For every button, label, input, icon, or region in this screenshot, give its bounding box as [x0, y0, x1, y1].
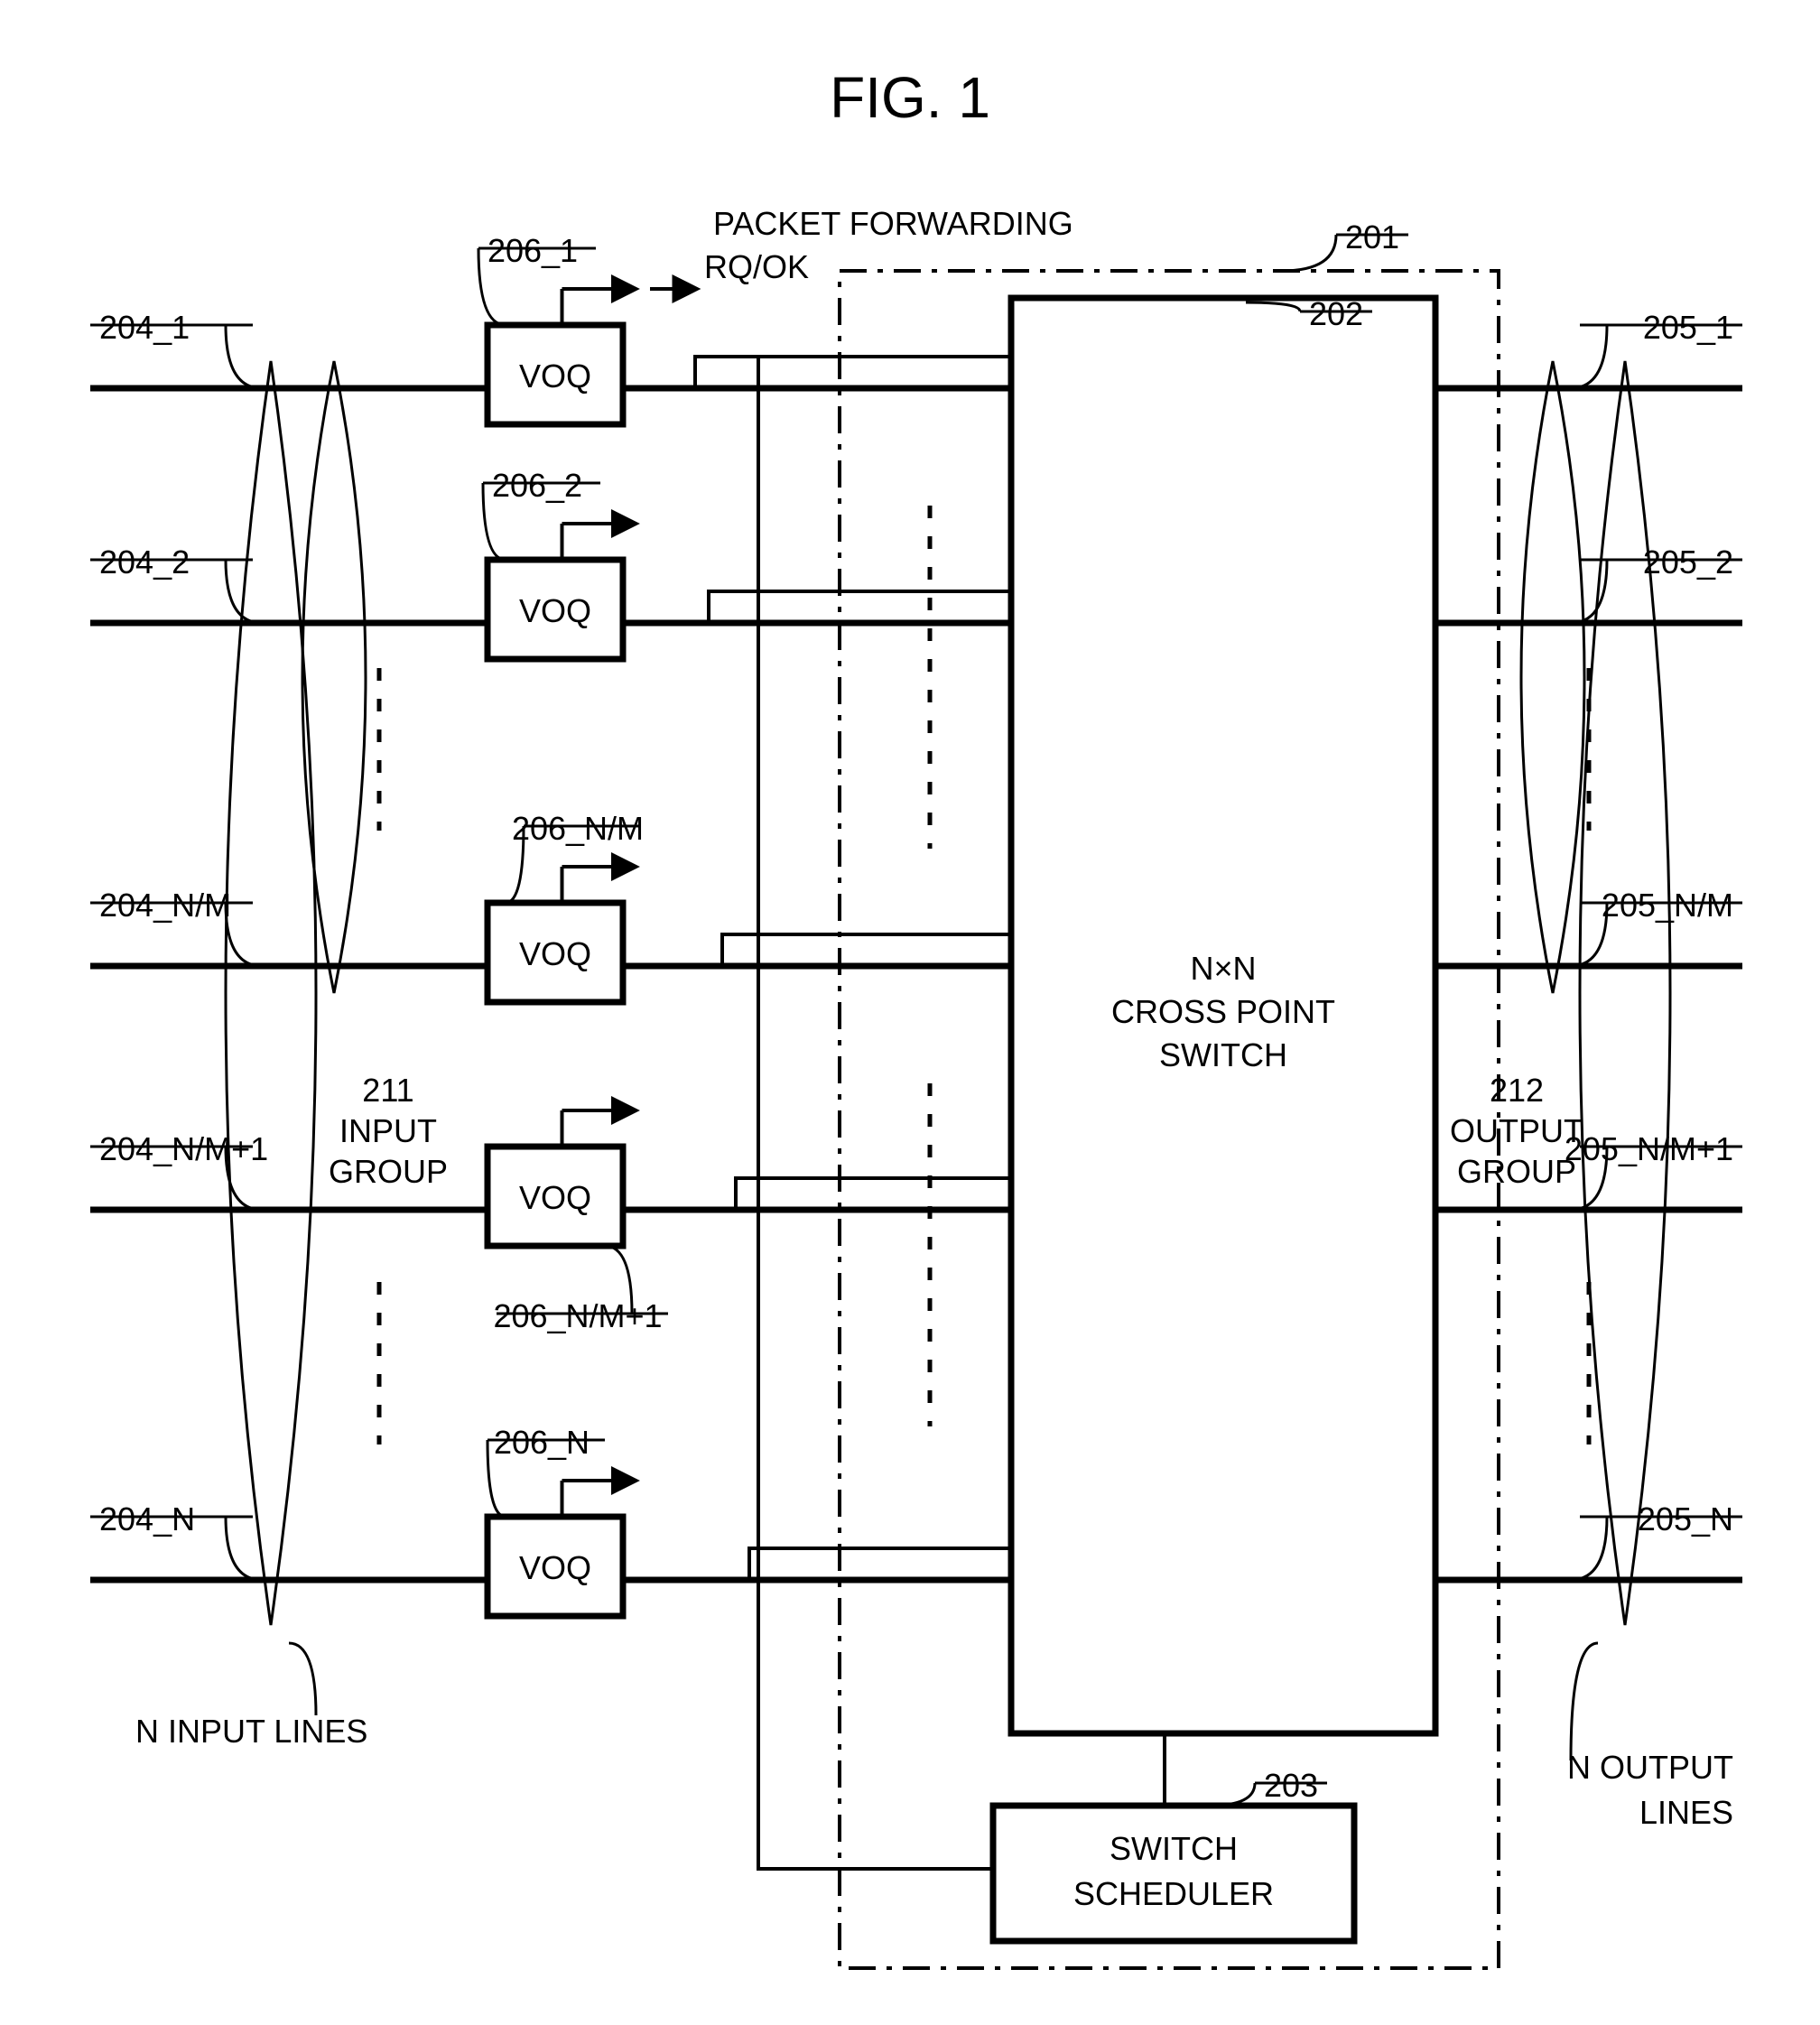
rq-ok-label: RQ/OK	[704, 248, 809, 285]
ref-206_2: 206_2	[492, 467, 582, 504]
input-group-l1: INPUT	[339, 1112, 437, 1149]
voq-label: VOQ	[519, 1549, 591, 1586]
scheduler-label-2: SCHEDULER	[1073, 1875, 1274, 1912]
packet-forwarding-label: PACKET FORWARDING	[713, 205, 1073, 242]
ref-204_N/M+1: 204_N/M+1	[99, 1130, 268, 1167]
input-group-l2: GROUP	[329, 1153, 448, 1190]
n-output-lines-1: N OUTPUT	[1567, 1749, 1733, 1786]
switch-label-2: CROSS POINT	[1111, 993, 1335, 1030]
switch-scheduler	[993, 1806, 1354, 1941]
output-group-l1: OUTPUT	[1450, 1112, 1583, 1149]
ref-205_2: 205_2	[1643, 543, 1733, 581]
ref-206_N: 206_N	[494, 1424, 590, 1461]
voq-to-switch	[623, 934, 1011, 966]
ref-201: 201	[1345, 218, 1399, 255]
ref-205_N/M+1: 205_N/M+1	[1565, 1130, 1733, 1167]
n-output-lines-2: LINES	[1639, 1794, 1733, 1831]
ref-205_1: 205_1	[1643, 309, 1733, 346]
ref-204_N: 204_N	[99, 1500, 195, 1537]
ref-206_1: 206_1	[488, 232, 578, 269]
figure-canvas: FIG. 1 N×N CROSS POINT SWITCH SWITCH SCHEDULE…	[0, 0, 1820, 2025]
voq-to-switch	[623, 591, 1011, 623]
ref-204_2: 204_2	[99, 543, 190, 581]
voq-label: VOQ	[519, 358, 591, 395]
ref-206_N/M: 206_N/M	[512, 810, 644, 847]
ref-204_1: 204_1	[99, 309, 190, 346]
n-input-lines: N INPUT LINES	[135, 1713, 367, 1750]
voq-label: VOQ	[519, 1179, 591, 1216]
switch-label-1: N×N	[1190, 950, 1256, 987]
ref-204_N/M: 204_N/M	[99, 887, 231, 924]
voq-label: VOQ	[519, 592, 591, 629]
ref-205_N: 205_N	[1638, 1500, 1733, 1537]
voq-to-switch	[623, 1178, 1011, 1210]
ref-206_N/M+1: 206_N/M+1	[493, 1297, 662, 1334]
voq-to-switch	[623, 357, 1011, 388]
output-group-l2: GROUP	[1457, 1153, 1576, 1190]
scheduler-label-1: SWITCH	[1110, 1830, 1238, 1867]
voq-label: VOQ	[519, 935, 591, 972]
scheduler-bus	[758, 357, 993, 1869]
ref-203: 203	[1264, 1767, 1318, 1804]
ref-212: 212	[1490, 1072, 1544, 1109]
ref-202: 202	[1309, 295, 1363, 332]
ref-205_N/M: 205_N/M	[1602, 887, 1733, 924]
switch-label-3: SWITCH	[1159, 1036, 1287, 1073]
voq-to-switch	[623, 1548, 1011, 1580]
ref-211: 211	[362, 1072, 413, 1109]
figure-title: FIG. 1	[830, 65, 990, 130]
